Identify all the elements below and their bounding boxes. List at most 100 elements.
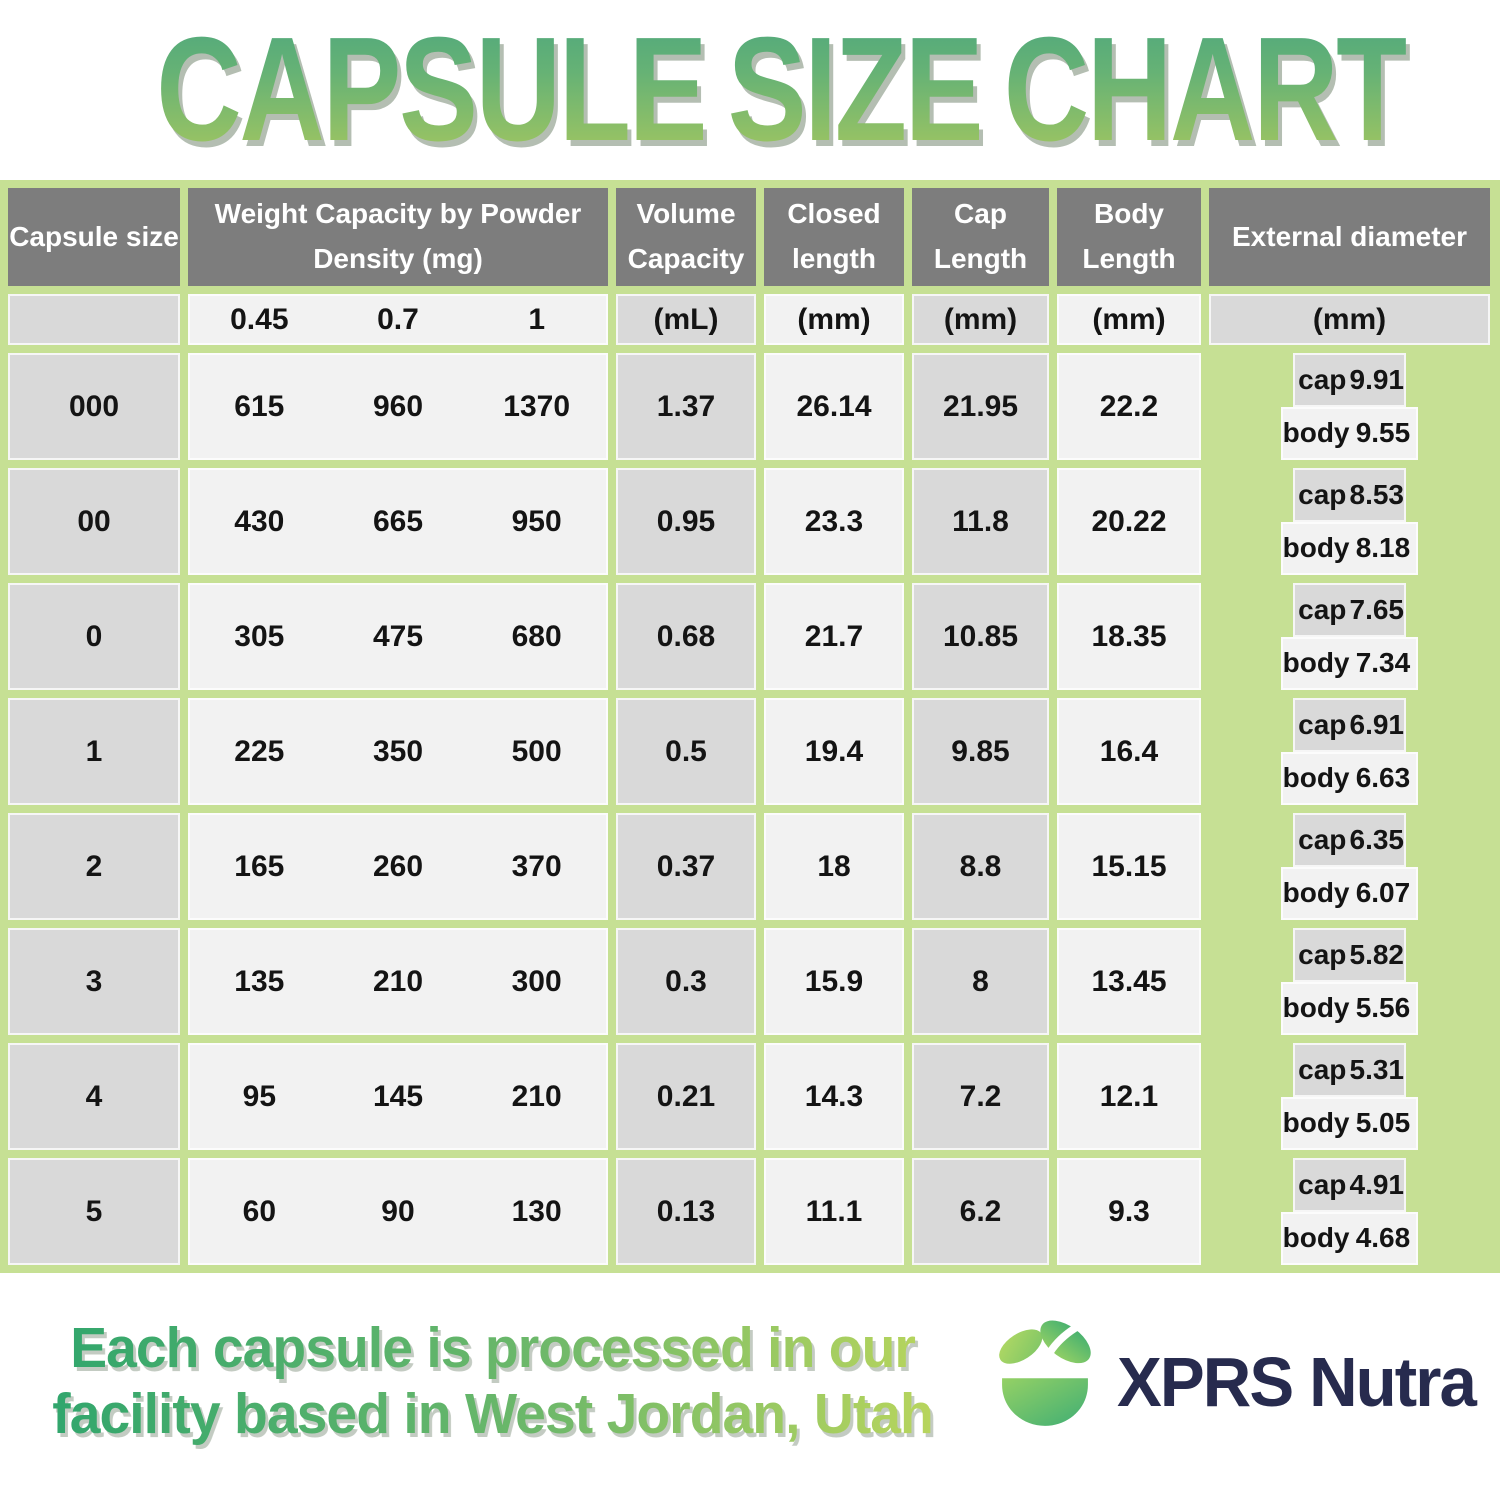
units-cap: (mm) — [912, 294, 1049, 345]
table-row: 5 60 90 130 0.13 11.1 6.2 9.3 cap 4.91 b… — [8, 1158, 1492, 1265]
closed-length-cell: 21.7 — [764, 583, 904, 690]
cap-diameter-value: 9.91 — [1349, 363, 1405, 395]
body-diameter-value: 6.63 — [1355, 762, 1411, 794]
header-cap-length: Cap Length — [912, 188, 1049, 286]
external-diameter-cell: cap 9.91 body 9.55 — [1209, 353, 1490, 460]
volume-capacity-cell: 0.13 — [616, 1158, 756, 1265]
volume-capacity-cell: 0.21 — [616, 1043, 756, 1150]
body-length-cell: 22.2 — [1057, 353, 1201, 460]
cap-diameter-value: 6.91 — [1349, 708, 1405, 740]
volume-capacity-cell: 1.37 — [616, 353, 756, 460]
cap-label: cap — [1298, 708, 1347, 740]
external-diameter-cell: cap 5.82 body 5.56 — [1209, 928, 1490, 1035]
table-row: 4 95 145 210 0.21 14.3 7.2 12.1 cap 5.31… — [8, 1043, 1492, 1150]
capsule-size-table: Capsule size Weight Capacity by Powder D… — [0, 180, 1500, 1273]
external-body-row: body 7.34 — [1280, 636, 1419, 690]
external-diameter-cell: cap 7.65 body 7.34 — [1209, 583, 1490, 690]
capsule-size-cell: 00 — [8, 468, 180, 575]
header-closed-length: Closed length — [764, 188, 904, 286]
weight-value: 90 — [381, 1194, 415, 1228]
cap-diameter-value: 8.53 — [1349, 478, 1405, 510]
external-diameter-cell: cap 6.35 body 6.07 — [1209, 813, 1490, 920]
cap-label: cap — [1298, 823, 1347, 855]
external-body-row: body 5.05 — [1280, 1096, 1419, 1150]
weight-capacity-cell: 430 665 950 — [188, 468, 608, 575]
capsule-size-cell: 4 — [8, 1043, 180, 1150]
cap-label: cap — [1298, 363, 1347, 395]
body-length-cell: 15.15 — [1057, 813, 1201, 920]
weight-capacity-cell: 95 145 210 — [188, 1043, 608, 1150]
cap-length-cell: 21.95 — [912, 353, 1049, 460]
body-diameter-value: 5.56 — [1355, 992, 1411, 1024]
body-length-cell: 18.35 — [1057, 583, 1201, 690]
external-cap-row: cap 5.31 — [1293, 1043, 1406, 1097]
weight-value: 210 — [511, 1079, 562, 1113]
external-body-row: body 6.07 — [1280, 866, 1419, 920]
body-diameter-value: 6.07 — [1355, 877, 1411, 909]
density-value: 0.7 — [377, 302, 419, 336]
body-length-cell: 20.22 — [1057, 468, 1201, 575]
units-densities: 0.45 0.7 1 — [188, 294, 608, 345]
weight-value: 95 — [242, 1079, 277, 1113]
external-cap-row: cap 7.65 — [1293, 583, 1406, 637]
body-diameter-value: 4.68 — [1355, 1222, 1411, 1254]
external-cap-row: cap 8.53 — [1293, 468, 1406, 522]
closed-length-cell: 23.3 — [764, 468, 904, 575]
weight-value: 370 — [511, 849, 562, 883]
external-cap-row: cap 5.82 — [1293, 928, 1406, 982]
external-cap-row: cap 6.35 — [1293, 813, 1406, 867]
table-row: 000 615 960 1370 1.37 26.14 21.95 22.2 c… — [8, 353, 1492, 460]
weight-capacity-cell: 135 210 300 — [188, 928, 608, 1035]
weight-value: 1370 — [503, 389, 571, 423]
units-volume: (mL) — [616, 294, 756, 345]
body-diameter-value: 7.34 — [1355, 647, 1411, 679]
body-diameter-value: 5.05 — [1355, 1107, 1411, 1139]
weight-value: 430 — [234, 504, 285, 538]
weight-value: 950 — [511, 504, 562, 538]
table-row: 2 165 260 370 0.37 18 8.8 15.15 cap 6.35… — [8, 813, 1492, 920]
body-label: body — [1282, 532, 1350, 564]
weight-value: 500 — [511, 734, 562, 768]
brand-name: XPRS Nutra — [1117, 1343, 1477, 1421]
weight-value: 225 — [234, 734, 285, 768]
external-diameter-cell: cap 5.31 body 5.05 — [1209, 1043, 1490, 1150]
weight-value: 145 — [372, 1079, 424, 1113]
closed-length-cell: 11.1 — [764, 1158, 904, 1265]
table-row: 0 305 475 680 0.68 21.7 10.85 18.35 cap … — [8, 583, 1492, 690]
body-label: body — [1282, 647, 1350, 679]
weight-value: 210 — [372, 964, 424, 998]
page-title-text: CAPSULE SIZE CHART — [156, 7, 1408, 172]
capsule-size-cell: 2 — [8, 813, 180, 920]
external-body-row: body 8.18 — [1280, 521, 1419, 575]
weight-capacity-cell: 615 960 1370 — [188, 353, 608, 460]
header-capsule-size: Capsule size — [8, 188, 180, 286]
footer: Each capsule is processed in our facilit… — [0, 1297, 1500, 1467]
cap-label: cap — [1298, 1053, 1347, 1085]
weight-capacity-cell: 60 90 130 — [188, 1158, 608, 1265]
weight-value: 300 — [511, 964, 562, 998]
header-body-length: Body Length — [1057, 188, 1201, 286]
volume-capacity-cell: 0.68 — [616, 583, 756, 690]
body-label: body — [1282, 992, 1350, 1024]
body-label: body — [1282, 1222, 1350, 1254]
units-body: (mm) — [1057, 294, 1201, 345]
closed-length-cell: 14.3 — [764, 1043, 904, 1150]
body-diameter-value: 8.18 — [1355, 532, 1411, 564]
table-row: 1 225 350 500 0.5 19.4 9.85 16.4 cap 6.9… — [8, 698, 1492, 805]
weight-value: 475 — [372, 619, 424, 653]
table-row: 00 430 665 950 0.95 23.3 11.8 20.22 cap … — [8, 468, 1492, 575]
closed-length-cell: 18 — [764, 813, 904, 920]
page-title: CAPSULE SIZE CHART — [0, 16, 1500, 168]
external-body-row: body 5.56 — [1280, 981, 1419, 1035]
weight-value: 60 — [242, 1194, 277, 1228]
weight-value: 165 — [234, 849, 285, 883]
closed-length-cell: 19.4 — [764, 698, 904, 805]
cap-diameter-value: 7.65 — [1349, 593, 1405, 625]
cap-diameter-value: 5.31 — [1349, 1053, 1405, 1085]
table-units-row: 0.45 0.7 1 (mL) (mm) (mm) (mm) (mm) — [8, 294, 1492, 345]
weight-value: 305 — [234, 619, 285, 653]
body-label: body — [1282, 762, 1350, 794]
tagline-line-1: Each capsule is processed in our — [70, 1316, 915, 1381]
cap-label: cap — [1298, 938, 1347, 970]
external-body-row: body 4.68 — [1280, 1211, 1419, 1265]
